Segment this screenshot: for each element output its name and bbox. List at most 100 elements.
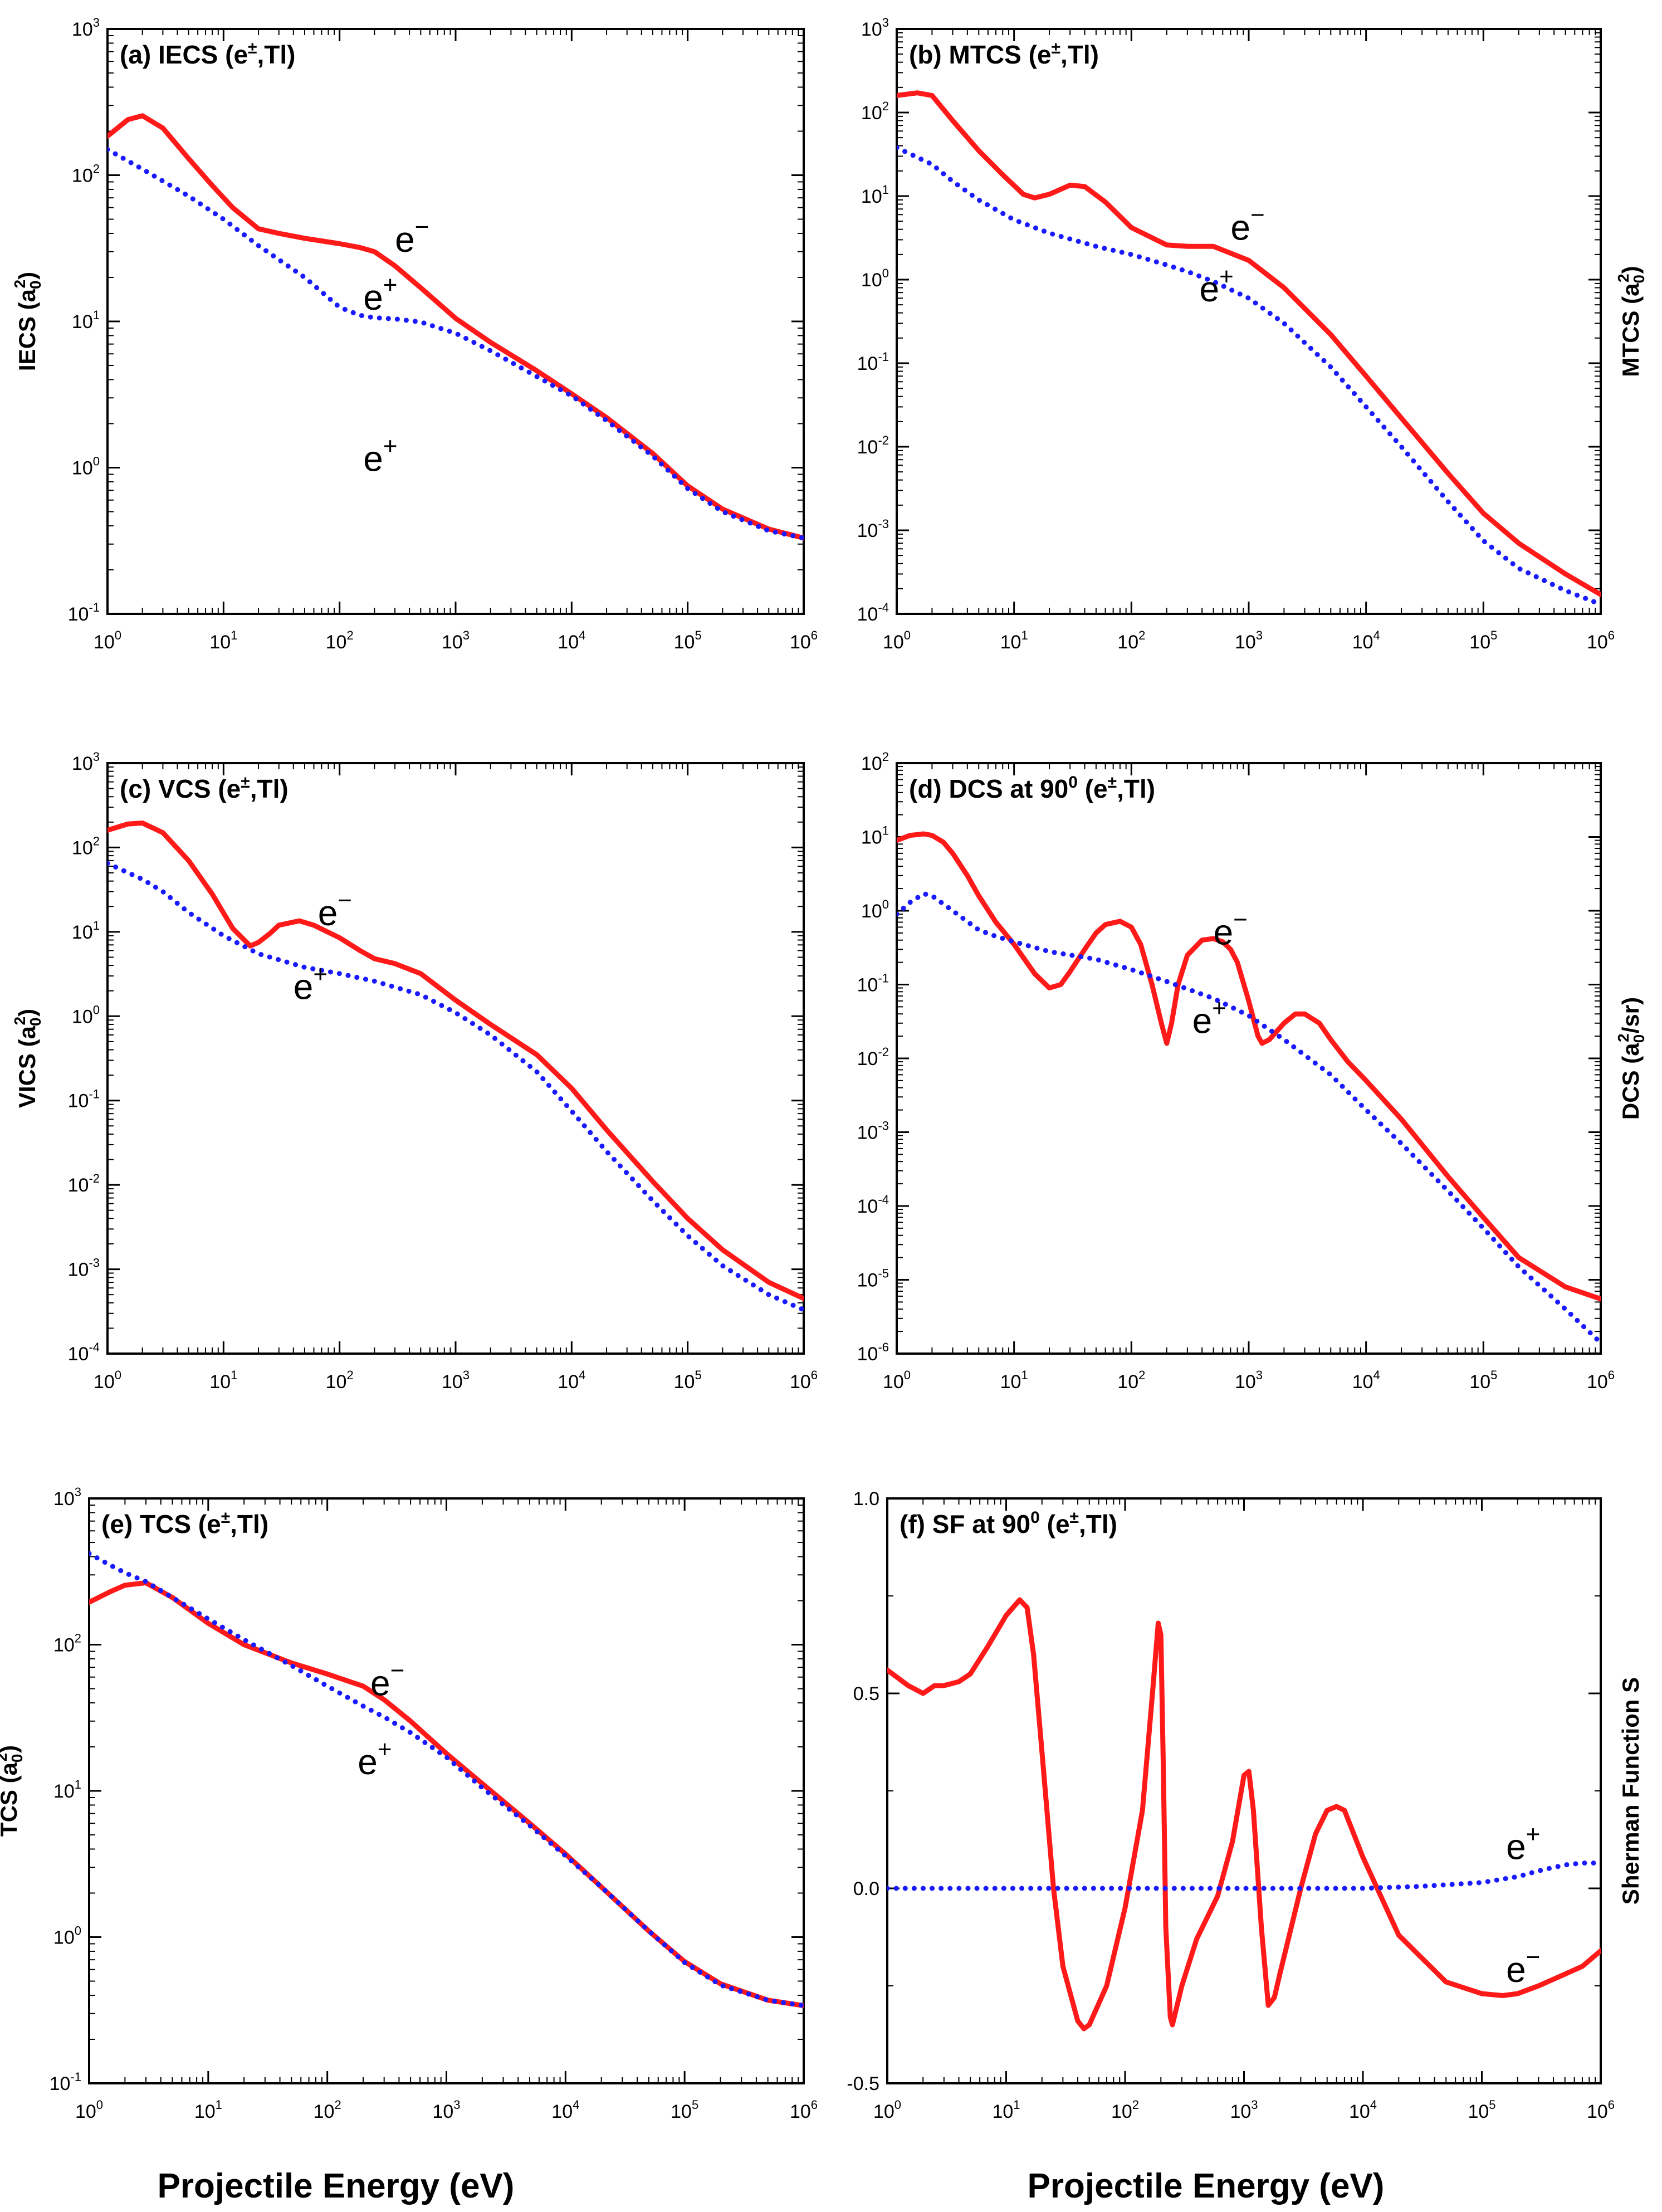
y-tick-label: 102 <box>72 162 100 187</box>
y-tick-label: 10-3 <box>857 517 889 541</box>
series-annotation: e− <box>1230 201 1264 247</box>
x-tick-label: 101 <box>1000 628 1028 653</box>
x-tick-label: 104 <box>551 2098 579 2122</box>
x-tick-label: 105 <box>1469 628 1497 653</box>
x-tick-label: 103 <box>1235 628 1263 653</box>
y-tick-label: 0.5 <box>853 1683 879 1705</box>
y-tick-label: -0.5 <box>847 2073 879 2094</box>
panel-title: (a) IECS (e±,Tl) <box>120 39 296 69</box>
panel-title: (d) DCS at 900 (e±,Tl) <box>909 773 1155 803</box>
x-tick-label: 104 <box>558 628 585 653</box>
y-axis-label: VICS (a02) <box>11 1009 44 1108</box>
x-tick-label: 102 <box>326 628 354 653</box>
panel-b: 100 101 102 103 104 105 106 10-4 10-3 10-2 10-1 100… <box>857 16 1648 653</box>
x-tick-label: 101 <box>992 2098 1020 2122</box>
x-tick-label: 101 <box>209 1368 237 1393</box>
y-tick-label: 10-1 <box>68 600 100 625</box>
y-tick-label: 10-1 <box>857 350 889 374</box>
y-axis-label: DCS (a02/sr) <box>1615 997 1648 1120</box>
series-annotation: e+ <box>363 271 397 318</box>
y-tick-label: 103 <box>861 16 889 40</box>
panel-e: 100 101 102 103 104 105 106 10-1 100 101 102 103 e− e… <box>0 1485 818 2122</box>
x-tick-label: 105 <box>671 2098 698 2122</box>
y-tick-label: 100 <box>861 897 889 922</box>
x-tick-label: 102 <box>314 2098 341 2122</box>
y-tick-label: 100 <box>72 1003 100 1027</box>
x-tick-label: 101 <box>1000 1368 1028 1393</box>
x-tick-label: 106 <box>790 2098 818 2122</box>
y-tick-label: 102 <box>861 750 889 774</box>
x-tick-label: 106 <box>790 628 818 653</box>
y-tick-label: 10-1 <box>50 2070 81 2094</box>
y-tick-label: 10-2 <box>68 1171 100 1196</box>
y-tick-label: 100 <box>53 1924 81 1949</box>
x-axis-label-left: Projectile Energy (eV) <box>158 2167 515 2205</box>
x-axis-label-right: Projectile Energy (eV) <box>1028 2167 1385 2205</box>
x-tick-label: 100 <box>873 2098 901 2122</box>
y-tick-label: 10-6 <box>857 1340 889 1365</box>
y-tick-label: 10-4 <box>68 1340 100 1365</box>
series-electron-line <box>107 821 804 1301</box>
y-tick-label: 101 <box>72 308 100 333</box>
y-tick-label: 10-3 <box>857 1119 889 1144</box>
y-tick-label: 103 <box>72 16 100 40</box>
y-tick-label: 101 <box>72 919 100 943</box>
panel-c: 100 101 102 103 104 105 106 10-4 10-3 10-2 10-1 100… <box>11 750 818 1393</box>
series-positron-line <box>107 861 804 1312</box>
series-electron-line <box>897 831 1601 1302</box>
series-annotation: e+ <box>1506 1821 1540 1867</box>
series-annotation: e− <box>395 213 429 260</box>
y-tick-label: 103 <box>72 750 100 774</box>
x-tick-label: 105 <box>674 628 702 653</box>
x-tick-label: 102 <box>326 1368 354 1393</box>
x-tick-label: 103 <box>442 628 470 653</box>
y-tick-label: 10-1 <box>68 1087 100 1112</box>
panel-title: (c) VCS (e±,Tl) <box>120 773 289 803</box>
series-positron-line <box>897 891 1601 1346</box>
y-tick-label: 10-2 <box>857 433 889 458</box>
x-tick-label: 103 <box>1230 2098 1258 2122</box>
panel-f: 100 101 102 103 104 105 106 1.0 0.5 0.0 -0.5 e+ e− (f… <box>847 1488 1644 2122</box>
x-tick-label: 106 <box>1587 1368 1615 1393</box>
x-tick-label: 100 <box>75 2098 103 2122</box>
y-tick-label: 100 <box>861 266 889 291</box>
y-tick-label: 10-5 <box>857 1267 889 1291</box>
y-tick-label: 10-4 <box>857 600 889 625</box>
series-positron-line <box>89 1551 804 2008</box>
x-tick-label: 100 <box>883 1368 911 1393</box>
y-tick-label: 103 <box>53 1485 81 1510</box>
y-tick-label: 0.0 <box>853 1878 879 1900</box>
series-electron-line <box>107 113 804 541</box>
x-tick-label: 104 <box>1352 628 1380 653</box>
x-tick-label: 102 <box>1117 628 1145 653</box>
series-annotation: e+ <box>294 960 327 1007</box>
y-tick-label: 102 <box>861 99 889 124</box>
x-tick-label: 106 <box>1587 2098 1615 2122</box>
x-tick-label: 104 <box>1349 2098 1377 2122</box>
x-tick-label: 100 <box>883 628 911 653</box>
y-tick-label: 102 <box>72 834 100 858</box>
y-tick-label: 101 <box>53 1778 81 1802</box>
series-annotation: e+ <box>358 1736 392 1782</box>
x-tick-label: 103 <box>432 2098 460 2122</box>
series-positron-line <box>107 147 804 541</box>
x-tick-label: 103 <box>1235 1368 1263 1393</box>
y-tick-label: 101 <box>861 183 889 207</box>
y-tick-label: 100 <box>72 455 100 479</box>
x-tick-label: 102 <box>1117 1368 1145 1393</box>
panel-a: 100 101 102 103 104 105 106 10-1 100 101 102 103 e− e… <box>11 16 818 653</box>
y-axis-label: IECS (a02) <box>11 272 44 371</box>
series-annotation: e+ <box>1199 263 1233 309</box>
x-tick-label: 102 <box>1111 2098 1139 2122</box>
x-tick-label: 101 <box>194 2098 222 2122</box>
series-positron-line <box>897 145 1601 607</box>
x-tick-label: 100 <box>94 628 121 653</box>
series-annotation: e− <box>1214 906 1248 952</box>
x-tick-label: 106 <box>790 1368 818 1393</box>
panel-title: (b) MTCS (e±,Tl) <box>909 39 1099 69</box>
y-axis-label: Sherman Function S <box>1617 1677 1644 1905</box>
y-tick-label: 1.0 <box>853 1488 879 1510</box>
y-tick-label: 10-4 <box>857 1193 889 1217</box>
x-tick-label: 104 <box>558 1368 585 1393</box>
